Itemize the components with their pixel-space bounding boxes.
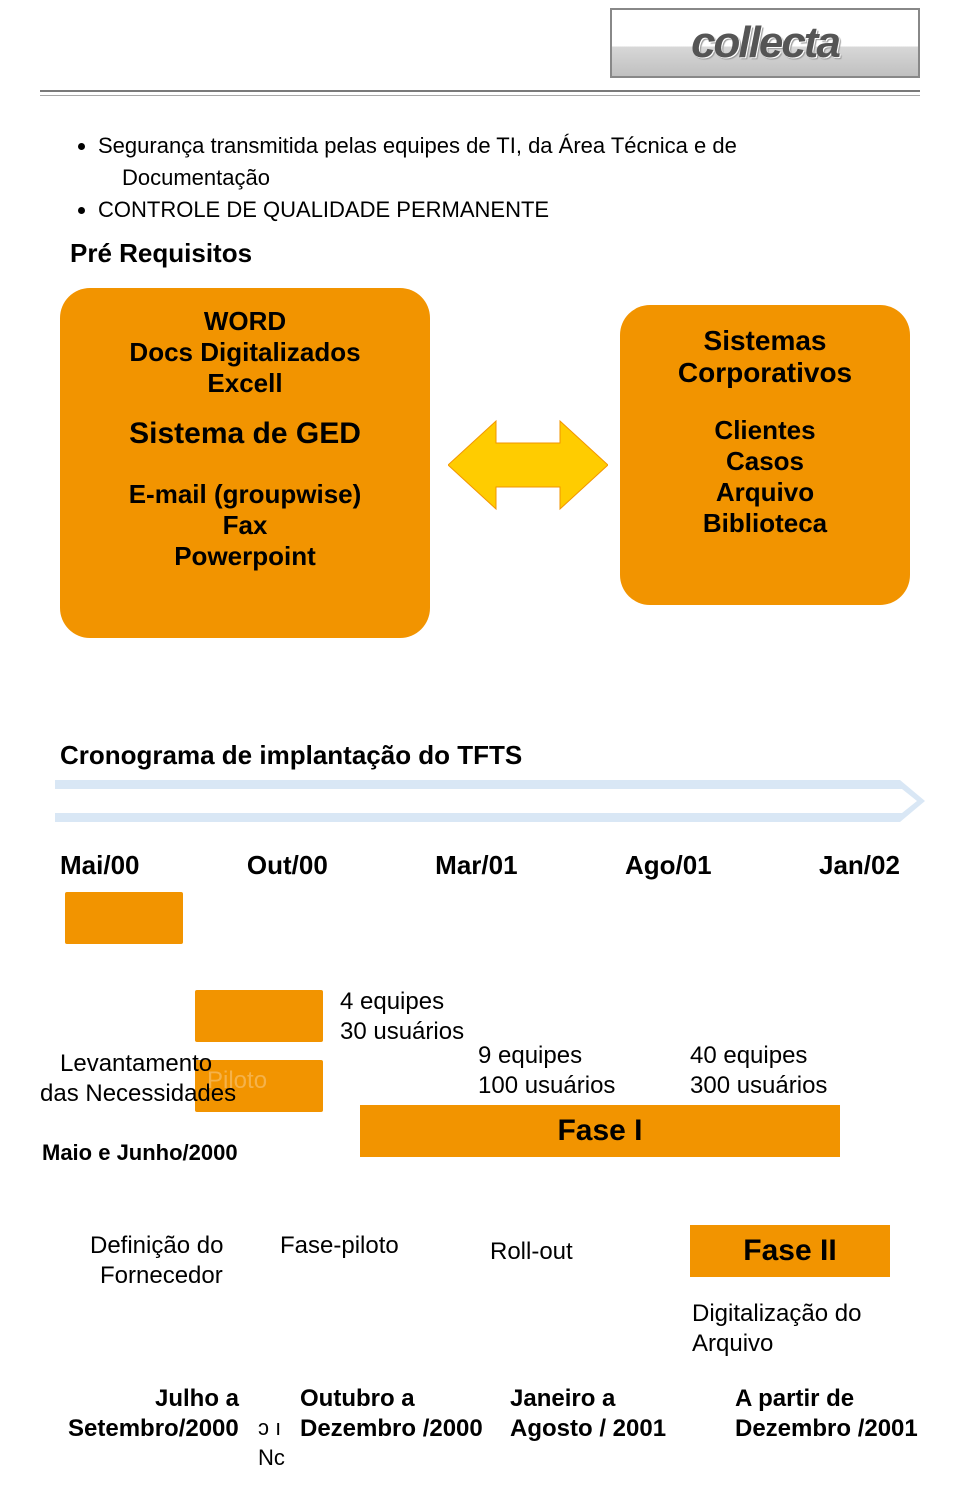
month-4: Jan/02: [819, 850, 900, 881]
bullet-item-2: CONTROLE DE QUALIDADE PERMANENTE: [98, 194, 737, 226]
apartir: A partir de: [735, 1385, 854, 1413]
box-right-s4: Biblioteca: [620, 508, 910, 539]
agosto01: Agosto / 2001: [510, 1415, 666, 1443]
month-0: Mai/00: [60, 850, 140, 881]
stage-block-2: [195, 990, 323, 1042]
bullet-item-1: Segurança transmitida pelas equipes de T…: [98, 130, 737, 162]
julho-a: Julho a: [155, 1385, 239, 1413]
us30: 30 usuários: [340, 1018, 464, 1046]
setembro: Setembro/2000: [68, 1415, 239, 1443]
box-right-s1: Clientes: [620, 415, 910, 446]
us300: 300 usuários: [690, 1072, 827, 1100]
logo: collecta: [610, 8, 920, 78]
dezembro01: Dezembro /2001: [735, 1415, 918, 1443]
month-2: Mar/01: [435, 850, 517, 881]
box-left-ged: Sistema de GED: [60, 417, 430, 451]
eq9: 9 equipes: [478, 1042, 582, 1070]
stage-block-1: [65, 892, 183, 944]
timeline-bar: [55, 780, 925, 822]
box-right-s3: Arquivo: [620, 477, 910, 508]
definicao1: Definição do: [90, 1232, 223, 1260]
piloto-label: Piloto: [207, 1067, 267, 1095]
timeline-months: Mai/00 Out/00 Mar/01 Ago/01 Jan/02: [60, 850, 930, 881]
double-arrow-icon: [448, 415, 608, 515]
bullet1-line1: Segurança transmitida pelas equipes de T…: [98, 133, 737, 158]
month-1: Out/00: [247, 850, 328, 881]
bullet-list: Segurança transmitida pelas equipes de T…: [70, 130, 737, 226]
box-right-s2: Casos: [620, 446, 910, 477]
eq4: 4 equipes: [340, 988, 444, 1016]
fase2-bar: Fase II: [690, 1225, 890, 1277]
box-right: Sistemas Corporativos Clientes Casos Arq…: [620, 305, 910, 605]
box-left-word: WORD: [60, 306, 430, 337]
rollout: Roll-out: [490, 1238, 573, 1266]
box-left: WORD Docs Digitalizados Excell Sistema d…: [60, 288, 430, 638]
bullet1-line2: Documentação: [122, 162, 737, 194]
janeiro-a: Janeiro a: [510, 1385, 615, 1413]
box-right-t1: Sistemas: [620, 325, 910, 357]
us100: 100 usuários: [478, 1072, 615, 1100]
box-left-excell: Excell: [60, 368, 430, 399]
maio-junho: Maio e Junho/2000: [42, 1140, 238, 1166]
definicao2: Fornecedor: [100, 1262, 223, 1290]
digit1: Digitalização do: [692, 1300, 861, 1328]
month-3: Ago/01: [625, 850, 712, 881]
header-rule: [40, 90, 920, 96]
dezembro00: Dezembro /2000: [300, 1415, 483, 1443]
box-left-ppt: Powerpoint: [60, 541, 430, 572]
pre-requisitos-title: Pré Requisitos: [70, 238, 252, 269]
fase1-bar: Fase I: [360, 1105, 840, 1157]
box-left-email: E-mail (groupwise): [60, 479, 430, 510]
cronograma-title: Cronograma de implantação do TFTS: [60, 740, 522, 771]
outubro-a: Outubro a: [300, 1385, 415, 1413]
levantamento1: Levantamento: [60, 1050, 212, 1078]
box-left-docs: Docs Digitalizados: [60, 337, 430, 368]
logo-text: collecta: [691, 18, 839, 68]
box-left-fax: Fax: [60, 510, 430, 541]
digit2: Arquivo: [692, 1330, 773, 1358]
fase-piloto: Fase-piloto: [280, 1232, 399, 1260]
eq40: 40 equipes: [690, 1042, 807, 1070]
clip2: Nc: [258, 1445, 285, 1471]
box-right-t2: Corporativos: [620, 357, 910, 389]
clip1: ɔ ı: [258, 1415, 281, 1441]
